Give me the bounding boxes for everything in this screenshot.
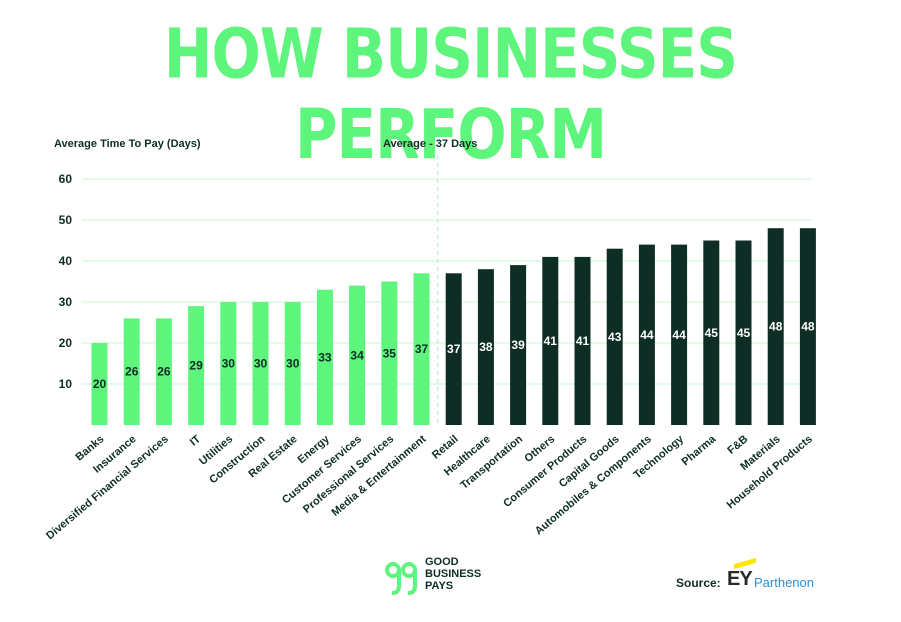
- bar-utilities: [220, 302, 237, 425]
- bar-value-label: 30: [222, 357, 236, 371]
- bar-value-label: 44: [640, 328, 654, 342]
- bar-value-label: 37: [447, 342, 461, 356]
- bar-pharma: [703, 240, 720, 425]
- bar-value-label: 44: [672, 328, 686, 342]
- bar-value-label: 48: [801, 320, 815, 334]
- bar-energy: [316, 289, 333, 425]
- bar-materials: [767, 228, 784, 425]
- bar-value-label: 26: [125, 365, 139, 379]
- y-tick-label: 20: [59, 336, 73, 350]
- x-tick-label: IT: [188, 433, 203, 449]
- bar-transportation: [510, 265, 527, 425]
- bar-real-estate: [284, 302, 301, 425]
- bar-it: [188, 306, 205, 425]
- bar-value-label: 26: [157, 365, 171, 379]
- bar-value-label: 29: [189, 359, 203, 373]
- bar-value-label: 45: [737, 326, 751, 340]
- bar-value-label: 30: [254, 357, 268, 371]
- bar-value-label: 45: [705, 326, 719, 340]
- bar-value-label: 20: [93, 377, 107, 391]
- bar-professional-services: [381, 281, 398, 425]
- bar-value-label: 38: [479, 340, 493, 354]
- x-tick-label: Automobiles & Components: [533, 433, 654, 537]
- bar-consumer-products: [574, 256, 591, 425]
- bar-insurance: [123, 318, 140, 425]
- bar-others: [542, 256, 559, 425]
- bar-value-label: 35: [383, 346, 397, 360]
- x-tick-label: Pharma: [680, 433, 719, 469]
- y-tick-label: 60: [59, 172, 73, 186]
- bar-value-label: 41: [544, 334, 558, 348]
- bar-automobiles-components: [638, 244, 655, 425]
- y-tick-label: 40: [59, 254, 73, 268]
- bar-capital-goods: [606, 248, 623, 425]
- logo-line-3: PAYS: [425, 580, 454, 592]
- bar-value-label: 48: [769, 320, 783, 334]
- y-axis-label: Average Time To Pay (Days): [54, 138, 201, 150]
- bar-f-b: [735, 240, 752, 425]
- bar-value-label: 43: [608, 330, 622, 344]
- bar-value-label: 37: [415, 342, 429, 356]
- x-tick-label: F&B: [725, 433, 750, 457]
- bar-customer-services: [349, 285, 366, 425]
- logo-line-1: GOOD: [425, 556, 459, 568]
- bar-media-entertainment: [413, 273, 430, 425]
- logo-text: GOOD BUSINESS PAYS: [425, 556, 481, 592]
- bar-banks: [91, 343, 108, 425]
- bars: 20 26 26 29 30 30 30 33 34 35 37 37 38 39 41 41 43 44 44 45…: [91, 228, 816, 425]
- ey-logo-text: EY: [727, 568, 753, 590]
- x-tick-label: Diversified Financial Services: [44, 433, 171, 542]
- bar-technology: [671, 244, 688, 425]
- y-tick-label: 50: [59, 213, 73, 227]
- page-title: HOW BUSINESSES PERFORM: [163, 14, 738, 175]
- x-tick-label: Construction: [207, 433, 267, 486]
- source-label: Source:: [676, 576, 721, 590]
- good-business-pays-logo-icon: [385, 562, 417, 595]
- y-axis-ticks: 10 20 30 40 50 60: [59, 172, 73, 391]
- bar-value-label: 34: [350, 348, 364, 362]
- bar-value-label: 33: [318, 350, 332, 364]
- parthenon-logo-text: Parthenon: [754, 575, 814, 590]
- bar-construction: [252, 302, 269, 425]
- bar-value-label: 30: [286, 357, 300, 371]
- y-tick-label: 10: [59, 377, 73, 391]
- bar-value-label: 39: [511, 338, 525, 352]
- bar-retail: [445, 273, 462, 425]
- bar-diversified-financial-services: [155, 318, 172, 425]
- logo-line-2: BUSINESS: [425, 568, 482, 580]
- y-tick-label: 30: [59, 295, 73, 309]
- bar-value-label: 41: [576, 334, 590, 348]
- bar-household-products: [799, 228, 816, 425]
- bar-healthcare: [477, 269, 494, 425]
- average-label: Average - 37 Days: [383, 138, 477, 150]
